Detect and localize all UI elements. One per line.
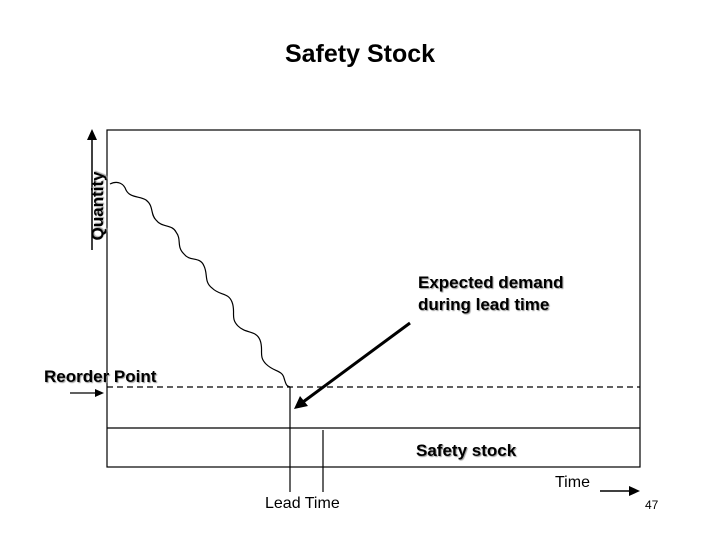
demand-curve — [109, 181, 291, 388]
expected-demand-label: Expected demand during lead time — [418, 272, 564, 316]
plot-frame — [106, 129, 641, 468]
demand-pointer-line — [302, 321, 411, 404]
page-number: 47 — [645, 498, 659, 512]
reorder-point-label: Reorder Point — [44, 367, 157, 386]
x-axis-label: Time — [555, 474, 590, 491]
x-axis-arrow-head — [629, 486, 640, 496]
expected-demand-line-1: Expected demand — [418, 273, 564, 292]
diagram-title: Safety Stock — [284, 40, 436, 68]
demand-pointer-head — [294, 396, 308, 409]
expected-demand-line-2: during lead time — [418, 295, 550, 314]
y-axis-arrow-head — [87, 129, 97, 140]
lead-time-label: Lead Time — [265, 495, 340, 512]
reorder-point-pointer-head — [95, 389, 104, 397]
y-axis-label: Quantity — [88, 171, 107, 241]
safety-stock-label: Safety stock — [416, 441, 517, 460]
